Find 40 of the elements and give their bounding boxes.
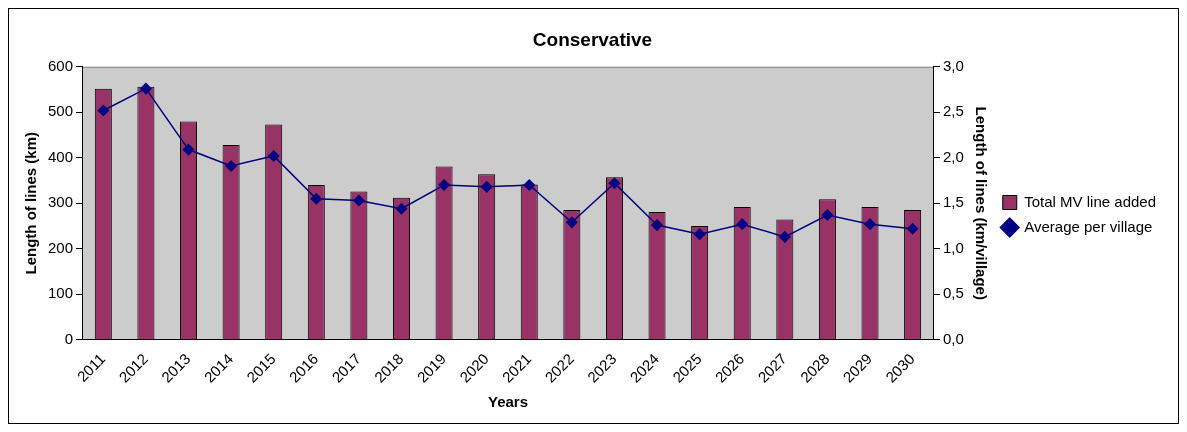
point [480, 181, 493, 193]
point [864, 218, 876, 230]
point [97, 104, 110, 117]
y-tick-label: 400 [48, 147, 74, 165]
y-tick-label: 600 [48, 56, 74, 74]
y2-tick-label: 0,0 [942, 329, 964, 347]
point [906, 222, 919, 235]
legend-label: Average per village [1024, 217, 1153, 235]
point [779, 231, 791, 243]
point [395, 202, 408, 215]
point [310, 192, 323, 205]
y2-tick-label: 3,0 [942, 56, 964, 74]
point [566, 216, 578, 229]
x-axis-title: Years [487, 393, 528, 411]
point [182, 143, 195, 156]
y2-tick-label: 0,5 [942, 284, 964, 302]
legend-label: Total MV line added [1024, 192, 1156, 210]
y-tick-label: 0 [64, 329, 74, 347]
point [225, 160, 237, 172]
point [267, 150, 280, 162]
y-tick-label: 300 [48, 193, 74, 211]
y2-axis-title: Length of lines (km/village) [972, 106, 990, 300]
y-tick-label: 200 [48, 238, 74, 256]
point [140, 82, 152, 95]
point [353, 194, 365, 207]
point [693, 228, 706, 240]
y2-tick-label: 1,5 [942, 193, 964, 211]
point [608, 177, 621, 189]
point [736, 218, 748, 230]
point [821, 209, 834, 221]
chart-title: Conservative [532, 28, 653, 50]
y-tick-label: 100 [48, 284, 74, 302]
point [651, 219, 663, 231]
y2-tick-label: 1,0 [942, 238, 964, 256]
y2-tick-label: 2,5 [942, 102, 964, 120]
point [523, 179, 536, 191]
point [438, 179, 450, 191]
y-tick-label: 500 [48, 102, 74, 120]
y-axis-title: Length of lines (km) [22, 131, 40, 275]
y2-tick-label: 2,0 [942, 147, 964, 165]
